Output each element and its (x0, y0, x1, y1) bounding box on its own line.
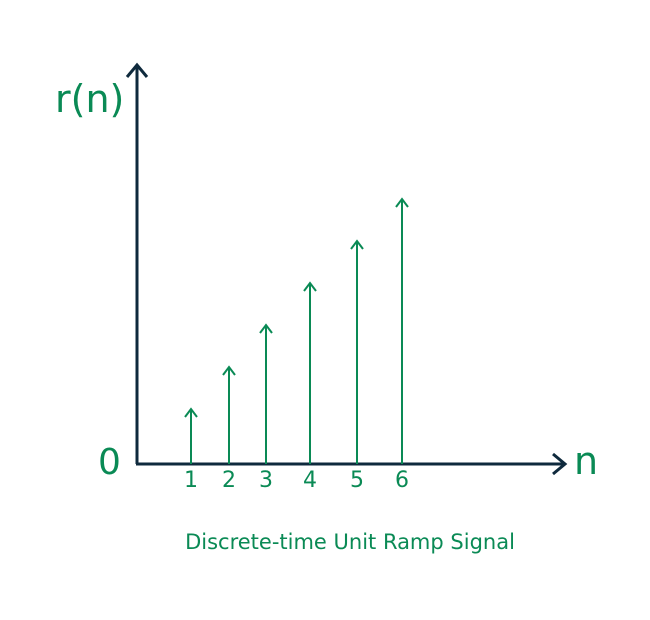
x-axis-arrowhead (552, 452, 568, 476)
x-axis-label: n (574, 439, 599, 483)
stem-arrowhead-6 (395, 197, 409, 208)
stem-arrowhead-3 (259, 323, 273, 334)
stem-arrowhead-5 (350, 239, 364, 250)
figure-caption: Discrete-time Unit Ramp Signal (185, 530, 515, 554)
x-tick-label-4: 4 (303, 468, 317, 493)
stem-arrowhead-1 (184, 407, 198, 418)
stem-arrowhead-4 (303, 281, 317, 292)
origin-label: 0 (98, 442, 121, 483)
y-axis-label: r(n) (55, 77, 125, 121)
y-axis-arrowhead (125, 62, 149, 78)
stem-series (184, 197, 409, 464)
x-tick-label-6: 6 (395, 468, 409, 493)
x-tick-label-3: 3 (259, 468, 273, 493)
x-tick-label-2: 2 (222, 468, 236, 493)
x-tick-label-5: 5 (350, 468, 364, 493)
stem-arrowhead-2 (222, 365, 236, 376)
x-tick-label-1: 1 (184, 468, 198, 493)
